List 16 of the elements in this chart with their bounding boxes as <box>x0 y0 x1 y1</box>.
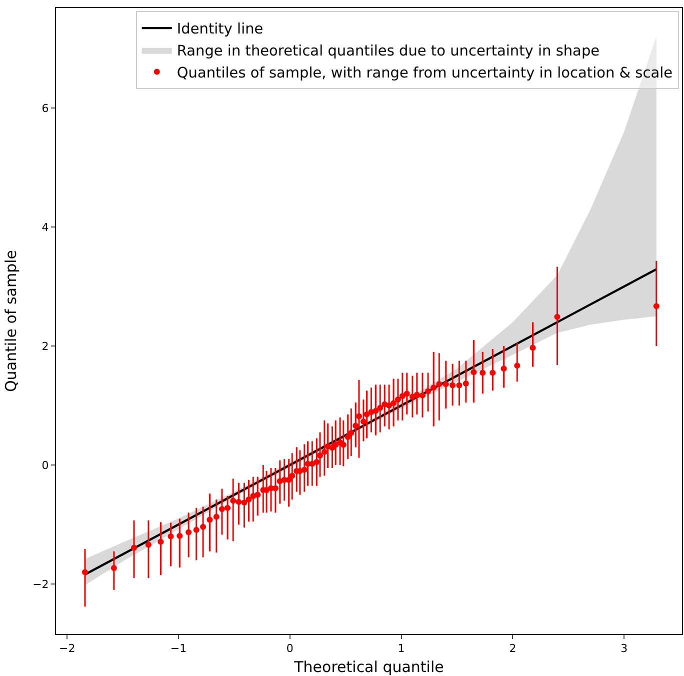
y-tick-label: 6 <box>42 102 49 115</box>
x-tick-label: 3 <box>620 642 628 656</box>
x-axis-title: Theoretical quantile <box>293 658 444 676</box>
legend-label: Range in theoretical quantiles due to uncertainty in shape <box>176 44 600 60</box>
y-tick-label: 2 <box>42 340 49 353</box>
legend-label: Identity line <box>176 22 264 38</box>
y-tick-label: −2 <box>32 578 49 591</box>
y-axis-title: Quantile of sample <box>2 250 20 392</box>
y-tick-label: 0 <box>42 458 49 472</box>
x-tick-label: 2 <box>509 642 516 656</box>
x-tick-label: −2 <box>59 642 76 656</box>
x-tick-label: 0 <box>286 642 294 656</box>
y-tick-label: 4 <box>42 220 49 234</box>
x-tick-label: −1 <box>170 642 187 656</box>
legend-label: Quantiles of sample, with range from uncertainty in location & scale <box>176 65 673 82</box>
x-tick-label: 1 <box>398 642 405 656</box>
